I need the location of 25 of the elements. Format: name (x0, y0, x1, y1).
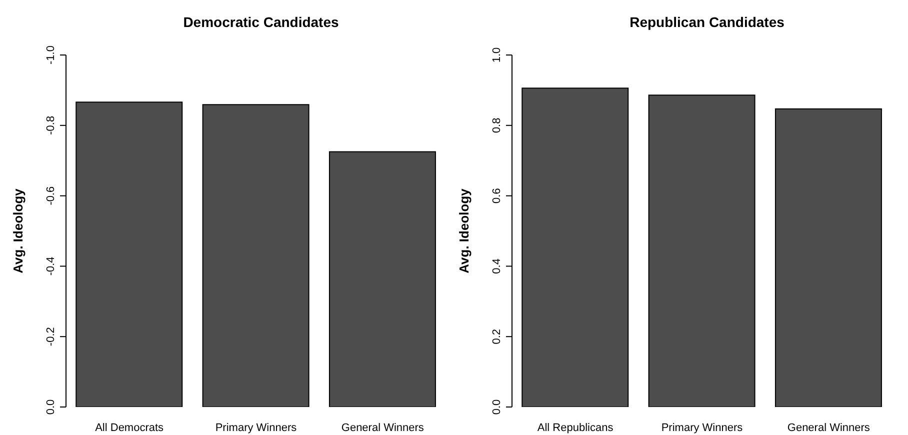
y-tick-label: -0.4 (45, 256, 57, 276)
y-tick-label: 0.0 (491, 399, 503, 415)
x-tick-label: All Democrats (95, 422, 164, 434)
chart-title: Republican Candidates (628, 14, 786, 30)
x-tick-label: Primary Winners (661, 422, 744, 434)
y-tick-label: 0.8 (491, 118, 503, 134)
y-axis-title: Avg. Ideology (10, 188, 26, 274)
x-tick-label: Primary Winners (215, 422, 298, 434)
bar (522, 88, 629, 407)
y-tick-label: 0.4 (491, 258, 503, 274)
y-tick-label: -0.8 (45, 116, 57, 135)
chart-title: Democratic Candidates (182, 14, 340, 30)
x-tick-label: General Winners (341, 422, 424, 434)
y-tick-label: 0.0 (45, 399, 57, 415)
y-axis-title: Avg. Ideology (456, 188, 472, 274)
y-tick-label: 1.0 (491, 47, 503, 63)
y-tick-label: -0.6 (45, 186, 57, 206)
bar (774, 108, 882, 407)
y-tick-label: 0.6 (491, 188, 503, 204)
bar (648, 94, 756, 407)
x-tick-label: General Winners (787, 422, 870, 434)
x-tick-label: All Republicans (537, 422, 614, 434)
y-tick-label: -1.0 (45, 46, 57, 64)
y-tick-label: 0.2 (491, 328, 503, 344)
y-tick-label: -0.2 (45, 327, 57, 346)
